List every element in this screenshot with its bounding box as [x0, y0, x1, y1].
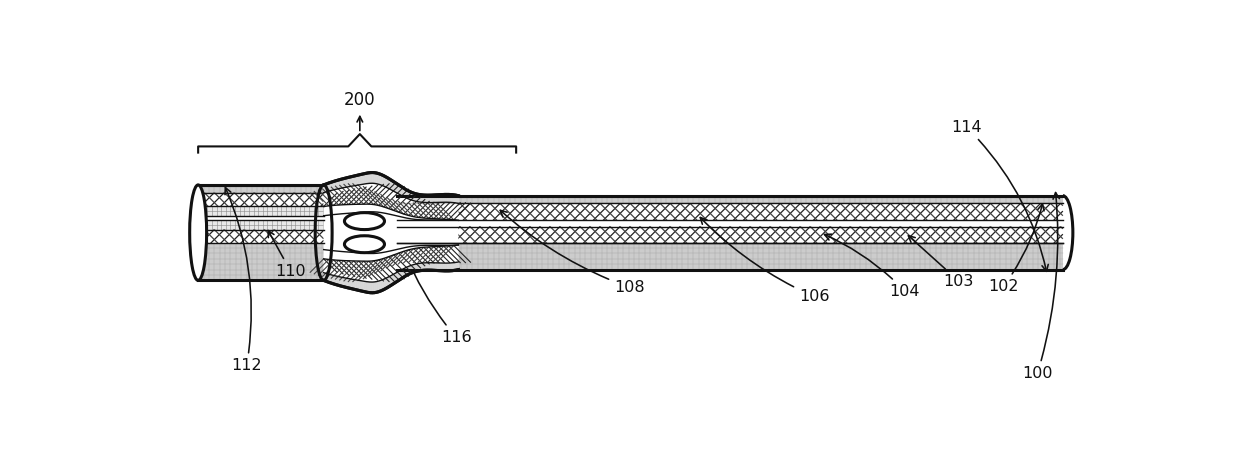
Bar [198, 220, 324, 230]
Text: 104: 104 [825, 234, 920, 299]
Text: 103: 103 [909, 236, 975, 288]
Ellipse shape [345, 213, 384, 230]
Text: 100: 100 [1022, 193, 1059, 381]
Bar [397, 196, 1063, 203]
Bar [397, 220, 1063, 226]
Text: 106: 106 [701, 218, 830, 304]
Text: 200: 200 [343, 91, 376, 109]
Text: 110: 110 [268, 231, 306, 279]
Text: 108: 108 [500, 210, 645, 295]
Bar [397, 196, 1063, 269]
Text: 105: 105 [357, 223, 408, 277]
Bar [397, 226, 1063, 244]
Text: 102: 102 [988, 204, 1044, 294]
Bar [397, 203, 1063, 220]
Bar [198, 185, 324, 193]
Ellipse shape [345, 236, 384, 253]
Bar [397, 244, 1063, 269]
Text: 114: 114 [951, 119, 1048, 271]
Bar [198, 185, 324, 281]
Text: 116: 116 [383, 179, 471, 345]
Bar [198, 193, 324, 206]
Bar [198, 244, 324, 281]
Text: 112: 112 [224, 188, 262, 373]
Polygon shape [324, 173, 459, 293]
Bar [198, 216, 324, 220]
Bar [198, 230, 324, 244]
Bar [198, 206, 324, 216]
Ellipse shape [190, 185, 207, 281]
